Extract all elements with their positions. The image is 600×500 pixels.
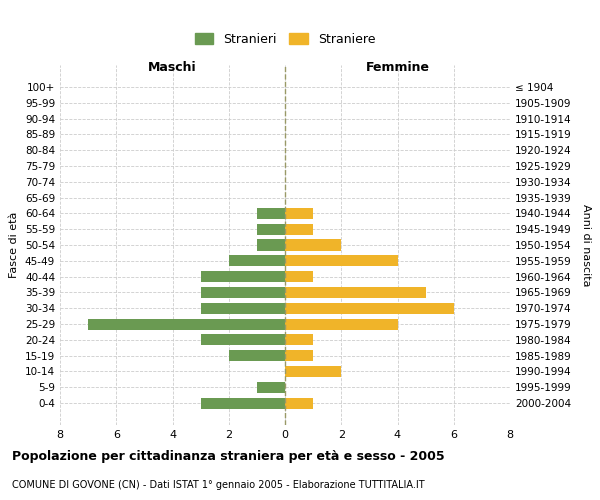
Bar <box>257 240 285 250</box>
Text: Maschi: Maschi <box>148 61 197 74</box>
Bar <box>285 318 398 330</box>
Bar <box>285 366 341 377</box>
Bar <box>257 224 285 234</box>
Bar <box>200 287 285 298</box>
Text: Femmine: Femmine <box>365 61 430 74</box>
Y-axis label: Fasce di età: Fasce di età <box>10 212 19 278</box>
Bar <box>200 398 285 408</box>
Bar <box>285 256 398 266</box>
Bar <box>285 334 313 345</box>
Bar <box>285 350 313 361</box>
Text: Popolazione per cittadinanza straniera per età e sesso - 2005: Popolazione per cittadinanza straniera p… <box>12 450 445 463</box>
Bar <box>285 398 313 408</box>
Bar <box>200 271 285 282</box>
Bar <box>229 350 285 361</box>
Legend: Stranieri, Straniere: Stranieri, Straniere <box>190 28 380 51</box>
Bar <box>257 208 285 219</box>
Bar <box>285 302 454 314</box>
Y-axis label: Anni di nascita: Anni di nascita <box>581 204 591 286</box>
Bar <box>285 287 425 298</box>
Bar <box>257 382 285 393</box>
Bar <box>200 334 285 345</box>
Bar <box>200 302 285 314</box>
Bar <box>285 208 313 219</box>
Bar <box>229 256 285 266</box>
Text: COMUNE DI GOVONE (CN) - Dati ISTAT 1° gennaio 2005 - Elaborazione TUTTITALIA.IT: COMUNE DI GOVONE (CN) - Dati ISTAT 1° ge… <box>12 480 425 490</box>
Bar <box>88 318 285 330</box>
Bar <box>285 224 313 234</box>
Bar <box>285 271 313 282</box>
Bar <box>285 240 341 250</box>
